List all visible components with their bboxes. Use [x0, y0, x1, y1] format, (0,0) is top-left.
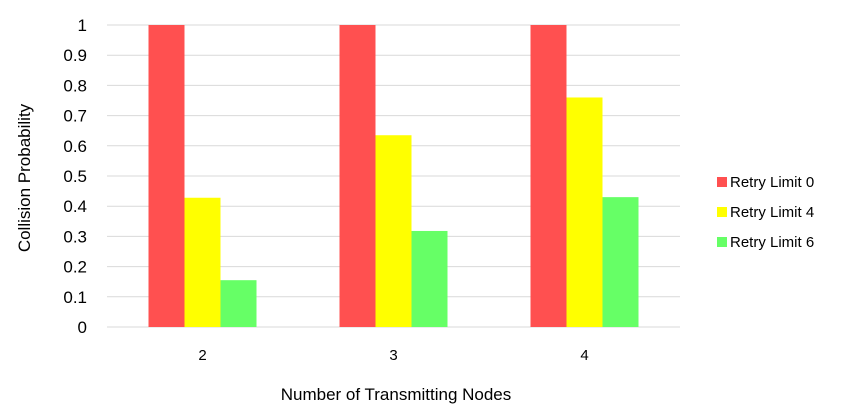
- y-axis-tick-labels: 0 0.1 0.2 0.3 0.4 0.5 0.6 0.7 0.8 0.9 1: [63, 16, 87, 337]
- y-tick-label: 0.8: [63, 76, 87, 95]
- y-tick-label: 0: [78, 318, 87, 337]
- y-tick-label: 1: [78, 16, 87, 35]
- y-tick-label: 0.2: [63, 258, 87, 277]
- bar: [148, 25, 185, 327]
- bar: [375, 135, 412, 327]
- bar: [184, 197, 221, 327]
- x-tick-label: 4: [580, 347, 588, 364]
- y-axis-title: Collision Probability: [15, 103, 34, 252]
- y-tick-label: 0.4: [63, 197, 87, 216]
- y-tick-label: 0.9: [63, 46, 87, 65]
- legend: Retry Limit 0 Retry Limit 4 Retry Limit 6: [717, 174, 814, 251]
- bars: [148, 25, 639, 327]
- y-tick-label: 0.6: [63, 137, 87, 156]
- legend-swatch: [717, 207, 727, 217]
- x-axis-title: Number of Transmitting Nodes: [281, 385, 512, 404]
- legend-swatch: [717, 177, 727, 187]
- bar: [530, 25, 567, 327]
- legend-label: Retry Limit 4: [730, 204, 814, 221]
- bar: [339, 25, 376, 327]
- bar: [411, 230, 448, 327]
- legend-swatch: [717, 237, 727, 247]
- x-axis-tick-labels: 2 3 4: [198, 347, 588, 364]
- legend-label: Retry Limit 6: [730, 234, 814, 251]
- bar: [220, 280, 257, 327]
- y-tick-label: 0.1: [63, 288, 87, 307]
- legend-label: Retry Limit 0: [730, 174, 814, 191]
- bar: [602, 197, 639, 327]
- y-tick-label: 0.3: [63, 227, 87, 246]
- bar: [566, 97, 603, 327]
- y-tick-label: 0.5: [63, 167, 87, 186]
- y-tick-label: 0.7: [63, 107, 87, 126]
- x-tick-label: 3: [389, 347, 397, 364]
- x-tick-label: 2: [198, 347, 206, 364]
